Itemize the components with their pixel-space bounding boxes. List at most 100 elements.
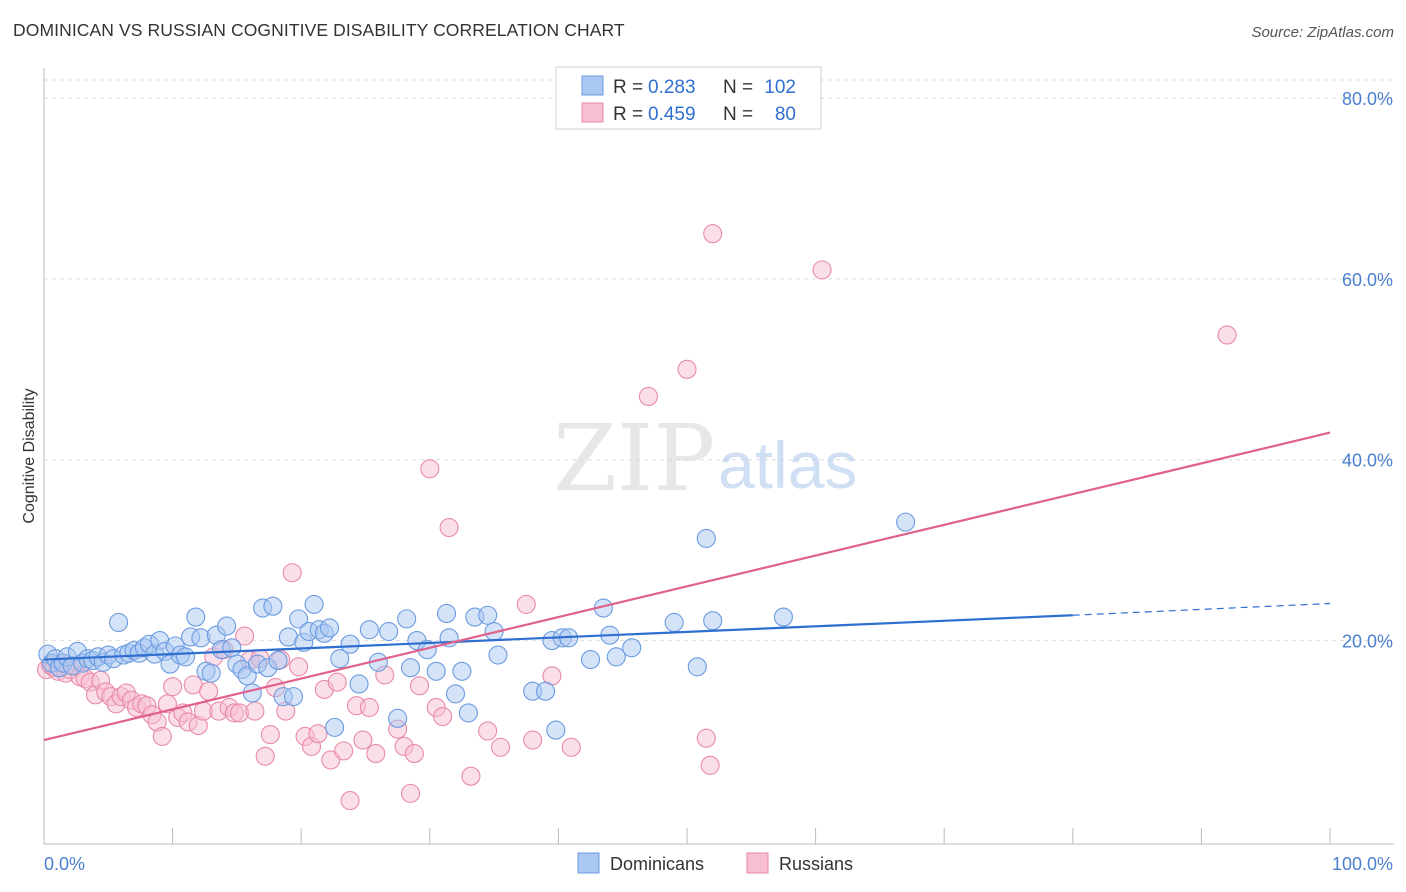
russian-point [340,791,360,811]
dominican-point [304,594,324,614]
dominican-point [696,528,716,548]
watermark-atlas: atlas [718,428,857,502]
x-tick-label: 100.0% [1332,854,1393,874]
dominican-point [773,607,794,627]
y-tick-label: 60.0% [1342,270,1393,290]
y-tick-label: 40.0% [1342,451,1393,471]
russian-point [255,746,275,766]
legend-n-label-russians: N = [723,104,753,125]
russian-point [235,626,255,646]
dominican-point [319,618,340,638]
russian-point [404,744,424,764]
dominican-point [217,616,237,636]
dominican-point [445,684,466,704]
dominicans-trend-line [43,614,1073,661]
grid-lines [44,79,1394,642]
dominican-point [109,612,129,633]
watermark-zip: ZIP [553,405,715,512]
legend-n-label-dominicans: N = [723,77,753,98]
russian-point [327,672,347,692]
russian-point [439,518,459,538]
dominican-point [186,607,206,627]
chart-title: DOMINICAN VS RUSSIAN COGNITIVE DISABILIT… [13,20,625,40]
legend-swatch-russians [581,102,604,123]
dominican-point [488,645,508,665]
russian-point [420,459,440,479]
legend-r-label-dominicans: R = [613,77,643,98]
dominican-point [400,658,421,678]
watermark: ZIP atlas [553,405,857,512]
russian-point [461,766,481,786]
russian-point [409,676,430,696]
russian-point [703,224,723,244]
russians-points [37,224,1237,811]
russians-trend-line [43,431,1331,742]
chart-source: Source: ZipAtlas.com [1251,24,1394,41]
axes [43,68,1394,845]
dominican-point [175,647,196,667]
russian-point [433,706,453,727]
dominican-point [478,605,498,625]
russian-point [696,728,716,748]
dominican-point [687,657,707,677]
dominican-point [664,612,684,633]
russian-point [700,755,720,775]
legend-n-value-dominicans: 102 [764,77,796,98]
trend-lines [43,431,1331,742]
russian-point [561,737,581,757]
legend-swatch-dominicans [581,75,604,96]
y-axis-label: Cognitive Disability [21,388,38,523]
dominican-point [546,720,566,740]
dominican-point [359,620,379,640]
y-tick-label: 80.0% [1342,89,1393,109]
bottom-legend-swatch-russians [746,852,769,874]
bottom-legend-label-dominicans: Dominicans [610,854,704,874]
dominican-point [452,661,472,681]
legend-r-value-dominicans: 0.283 [648,77,696,98]
dominicans-trend-extension [1072,602,1331,616]
dominican-point [268,650,288,671]
russian-point [334,741,354,761]
russian-point [260,725,280,745]
dominican-point [289,609,309,629]
dominican-point [458,703,478,723]
russian-point [523,730,543,750]
russian-point [308,724,328,744]
dominican-point [222,638,242,658]
russian-point [490,737,511,757]
dominican-point [330,649,350,669]
dominican-point [397,609,417,629]
russian-point [163,677,183,697]
dominican-point [580,650,601,670]
legend: R = 0.283 N = 102 R = 0.459 N = 80 [555,66,822,130]
dominicans-points [38,512,916,740]
dominican-point [242,683,262,703]
russian-point [289,657,309,677]
russian-point [478,721,498,741]
russian-point [199,681,219,701]
russian-point [400,783,421,803]
dominican-point [622,638,642,658]
russian-point [1217,325,1237,345]
dominican-point [379,621,399,642]
dominican-point [340,634,360,654]
russian-point [812,260,832,280]
bottom-legend: Dominicans Russians [577,852,853,874]
russian-point [516,594,536,614]
legend-r-label-russians: R = [613,104,643,125]
russian-point [359,697,379,718]
dominican-point [349,674,369,694]
dominican-point [703,611,723,631]
dominican-point [896,512,916,532]
dominican-point [436,603,457,623]
tick-labels: 20.0% 40.0% 60.0% 80.0% 0.0% 100.0% [44,89,1393,874]
dominican-point [283,687,304,707]
dominican-point [263,596,283,616]
dominican-point [426,661,446,681]
dominican-point [388,708,408,728]
bottom-legend-label-russians: Russians [779,854,853,874]
russian-point [366,744,386,764]
dominican-point [606,647,626,667]
russian-point [245,701,265,721]
